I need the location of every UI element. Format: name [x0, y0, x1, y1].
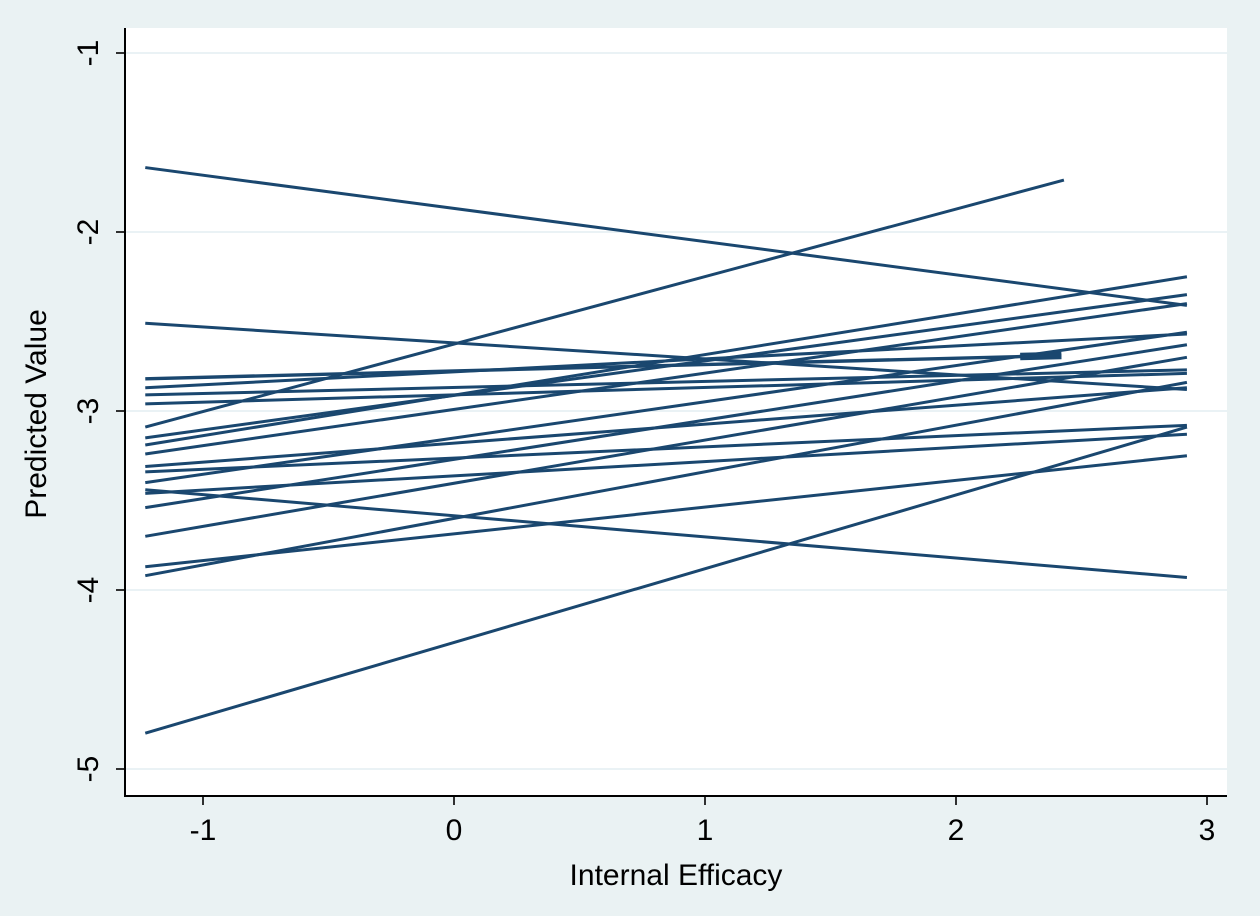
series-line	[145, 432, 1188, 495]
series-line	[145, 330, 1188, 485]
y-tick-label: -4	[72, 577, 105, 604]
series-line	[144, 425, 1188, 735]
x-axis-title: Internal Efficacy	[569, 859, 783, 892]
series-line	[145, 353, 1062, 381]
series-line	[145, 166, 1188, 307]
series-line	[145, 454, 1188, 569]
series-line	[145, 275, 1188, 447]
series-line	[144, 380, 1188, 578]
series-line	[145, 423, 1187, 474]
series-line	[144, 178, 1065, 429]
y-tick-label: -2	[72, 219, 105, 246]
series-line	[145, 343, 1188, 510]
y-tick-label: -5	[72, 756, 105, 783]
x-tick-label: -1	[190, 814, 217, 847]
y-tick-label: -3	[72, 398, 105, 425]
x-tick-label: 2	[948, 814, 965, 847]
series-line	[145, 293, 1188, 440]
series-line	[145, 302, 1188, 456]
y-tick-label: -1	[72, 40, 105, 67]
plot-area	[125, 28, 1227, 796]
series-line	[145, 355, 1188, 538]
x-tick-label: 1	[697, 814, 714, 847]
y-axis-title: Predicted Value	[20, 309, 53, 519]
series-line	[145, 371, 1187, 406]
x-tick-label: 0	[446, 814, 463, 847]
series-line	[145, 488, 1188, 579]
x-tick-label: 3	[1199, 814, 1216, 847]
series-line	[145, 368, 1187, 397]
